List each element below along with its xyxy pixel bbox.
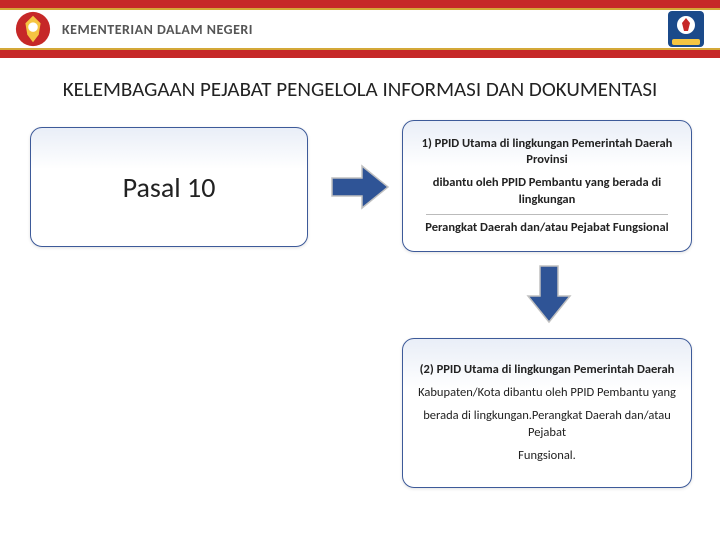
- separator: [426, 214, 669, 215]
- box2-line1: (2) PPID Utama di lingkungan Pemerintah …: [420, 362, 675, 379]
- ministry-name: KEMENTERIAN DALAM NEGERI: [62, 21, 253, 38]
- garuda-emblem-icon: [14, 10, 52, 48]
- info-box-2: (2) PPID Utama di lingkungan Pemerintah …: [402, 338, 692, 488]
- box2-line4: Fungsional.: [518, 448, 576, 465]
- stripe-top: [0, 0, 720, 8]
- page-title: KELEMBAGAAN PEJABAT PENGELOLA INFORMASI …: [0, 58, 720, 112]
- box1-line2: dibantu oleh PPID Pembantu yang berada d…: [415, 175, 679, 209]
- pasal-box: Pasal 10: [30, 127, 308, 247]
- arrow-right-icon: [330, 164, 390, 210]
- arrow-down-icon: [526, 264, 572, 324]
- box1-line3: Perangkat Daerah dan/atau Pejabat Fungsi…: [425, 220, 668, 237]
- box1-line1: 1) PPID Utama di lingkungan Pemerintah D…: [415, 136, 679, 170]
- kemendagri-logo-icon: [666, 9, 706, 49]
- info-box-1: 1) PPID Utama di lingkungan Pemerintah D…: [402, 120, 692, 252]
- box2-line3: berada di lingkungan.Perangkat Daerah da…: [415, 408, 679, 442]
- box2-line2: Kabupaten/Kota dibantu oleh PPID Pembant…: [418, 385, 676, 402]
- stripe-bottom: [0, 50, 720, 58]
- pasal-label: Pasal 10: [123, 170, 216, 205]
- content-area: Pasal 10 1) PPID Utama di lingkungan Pem…: [0, 112, 720, 532]
- header-content: KEMENTERIAN DALAM NEGERI: [0, 10, 720, 48]
- header-bar: KEMENTERIAN DALAM NEGERI: [0, 0, 720, 58]
